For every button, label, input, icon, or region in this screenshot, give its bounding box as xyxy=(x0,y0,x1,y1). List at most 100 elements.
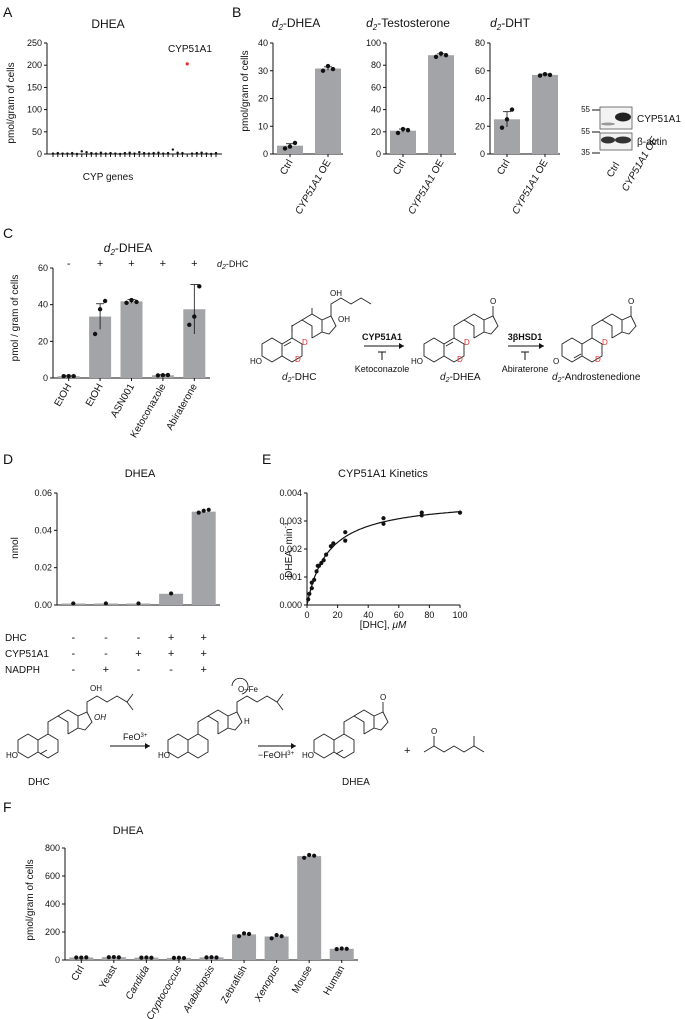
panel-b-dht-y-tick-label: 40 xyxy=(475,94,485,104)
panel-label-e: E xyxy=(262,451,271,467)
panel-a-y-tick-label: 50 xyxy=(32,127,42,137)
atom-d: D xyxy=(595,355,601,364)
blot-label-cyp51a1: CYP51A1 xyxy=(637,114,681,125)
panel-f: DHEA pmol/gram of cells 0 200 400 600 800 Ctr… xyxy=(25,825,358,1019)
condition-sign: - xyxy=(71,664,75,676)
condition-sign: + xyxy=(168,648,174,660)
condition-sign: + xyxy=(103,664,109,676)
panel-d-title: DHEA xyxy=(125,468,156,480)
data-point xyxy=(214,955,219,960)
title-d: d xyxy=(490,16,497,30)
atom-d: D xyxy=(457,355,463,364)
data-point xyxy=(330,66,336,72)
data-point xyxy=(134,299,139,305)
scheme-arrow-2: 3βHSD1 Abiraterone xyxy=(502,332,549,374)
data-point xyxy=(328,544,333,549)
mechanism-arrow-1: FeO3+ xyxy=(110,732,150,749)
data-point xyxy=(124,300,129,306)
panel-f-ylabel: pmol/gram of cells xyxy=(25,859,36,940)
data-point xyxy=(80,150,83,153)
data-point xyxy=(142,151,146,155)
blot-lane-ctrl: Ctrl xyxy=(605,161,622,180)
atom-o-fe: O–Fe xyxy=(238,685,259,694)
panel-b-dht-y-tick-label: 80 xyxy=(475,38,485,48)
label-sub: 2 xyxy=(221,264,226,271)
data-point xyxy=(133,152,136,155)
atom-ho: HO xyxy=(411,357,423,366)
data-point xyxy=(139,955,144,960)
panel-e-y-tick-label: 0.004 xyxy=(279,488,302,498)
data-point xyxy=(165,372,171,378)
data-point xyxy=(66,152,69,155)
panel-b-title-testosterone: d2-Testosterone xyxy=(366,16,450,32)
blot-band-oe xyxy=(615,112,631,122)
data-point xyxy=(457,510,463,515)
x-label-gene: CYP51A1 xyxy=(510,173,541,217)
data-point xyxy=(84,955,89,960)
data-point xyxy=(166,151,170,155)
compound-sub: 2 xyxy=(287,377,292,384)
bar xyxy=(264,936,289,960)
data-point xyxy=(325,63,331,69)
data-point xyxy=(307,852,312,858)
x-label-ctrl: Ctrl xyxy=(278,158,295,177)
data-point xyxy=(443,53,449,58)
x-label: EtOH xyxy=(53,382,75,409)
data-point xyxy=(169,591,174,596)
western-blot: 55 CYP51A1 55 β-actin 35 Ctrl CYP51A1 OE xyxy=(581,105,681,194)
compound-d: d xyxy=(440,372,446,383)
treatment-sign: + xyxy=(97,258,103,270)
data-point xyxy=(334,946,339,952)
x-label: Human xyxy=(322,964,348,997)
data-point xyxy=(136,601,141,606)
data-point xyxy=(176,955,182,960)
x-label-ctrl: Ctrl xyxy=(391,158,408,177)
data-point xyxy=(312,853,317,858)
data-point xyxy=(331,541,336,546)
panel-a-title: DHEA xyxy=(91,17,124,31)
data-point xyxy=(71,373,76,379)
data-point xyxy=(206,507,211,512)
treatment-sign: - xyxy=(67,258,71,270)
panel-b-ylabel: pmol/gram of cells xyxy=(240,50,251,131)
mechanism-arrow-2: −FeOH3+ xyxy=(258,743,296,760)
data-point xyxy=(152,151,155,155)
blot-actin-band-ctrl xyxy=(601,136,615,144)
compound-d2-dhea: d2-DHEA xyxy=(440,372,481,384)
panel-f-y-tick-label: 0 xyxy=(55,955,60,965)
panel-e: CYP51A1 Kinetics DHEA, min-1 [DHC], μM 0… xyxy=(279,468,467,631)
compound-d2-dhc: d2-DHC xyxy=(282,372,316,384)
panel-f-y-tick-label: 800 xyxy=(45,843,60,853)
panel-label-f: F xyxy=(3,799,12,815)
condition-label: NADPH xyxy=(5,665,40,676)
x-label-ctrl: Ctrl xyxy=(495,158,512,177)
panel-e-x-tick-label: 20 xyxy=(333,610,343,620)
data-point xyxy=(302,855,307,860)
condition-sign: - xyxy=(137,664,141,676)
panel-a-y-tick-label: 150 xyxy=(27,82,42,92)
atom-oh: OH xyxy=(90,684,102,693)
data-point xyxy=(102,298,108,304)
data-point xyxy=(236,934,242,939)
title-sub: 2 xyxy=(496,23,502,32)
data-point xyxy=(103,601,108,606)
x-label: Mouse xyxy=(290,964,315,996)
data-point xyxy=(61,152,64,155)
data-point xyxy=(214,151,218,155)
atom-oh: OH xyxy=(330,289,342,298)
data-point xyxy=(85,151,88,154)
data-point xyxy=(109,151,112,155)
data-point xyxy=(106,955,111,960)
data-point xyxy=(438,51,444,56)
atom-o: O xyxy=(431,727,437,736)
panel-a-xlabel: CYP genes xyxy=(83,172,133,183)
data-point xyxy=(316,563,322,568)
structure-dhea: O HO DHEA xyxy=(302,693,389,788)
data-point xyxy=(381,516,386,521)
atom-oh: OH xyxy=(94,713,106,722)
condition-sign: + xyxy=(168,632,174,644)
atom-o: O xyxy=(380,693,386,702)
bar xyxy=(232,934,257,960)
title-d: d xyxy=(104,241,111,255)
